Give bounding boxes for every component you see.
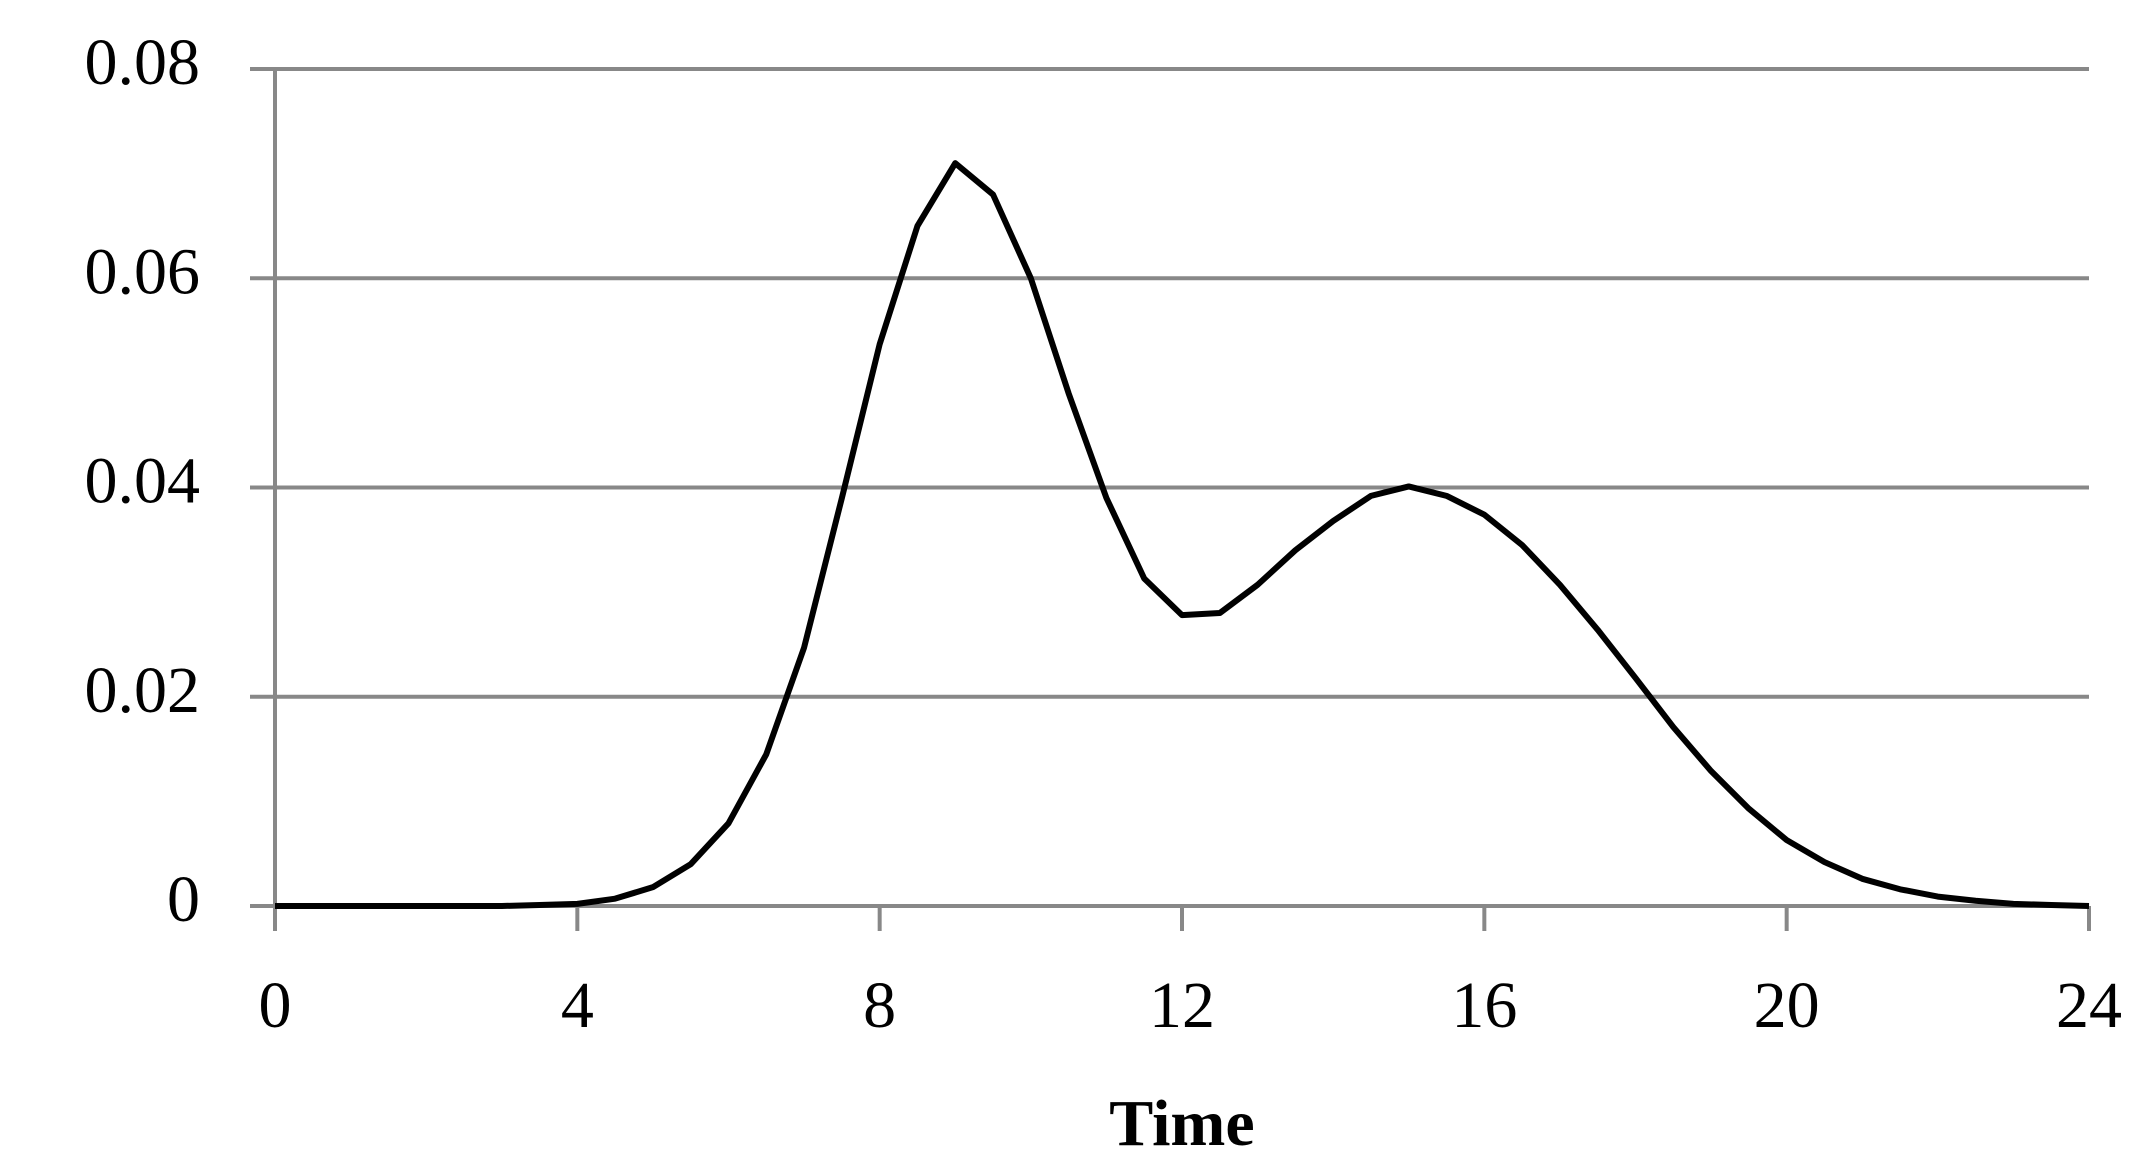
y-tick-label: 0.02 xyxy=(85,654,201,727)
y-tick-label: 0.04 xyxy=(85,445,201,518)
x-tick-label: 16 xyxy=(1451,969,1517,1042)
x-tick-label: 12 xyxy=(1149,969,1215,1042)
x-tick-label: 4 xyxy=(561,969,594,1042)
x-tick-label: 8 xyxy=(863,969,896,1042)
x-axis-title: Time xyxy=(1109,1087,1254,1160)
y-tick-label: 0 xyxy=(167,863,200,936)
x-tick-label: 20 xyxy=(1754,969,1820,1042)
x-tick-label: 0 xyxy=(259,969,292,1042)
y-tick-label: 0.08 xyxy=(85,26,201,99)
y-tick-label: 0.06 xyxy=(85,235,201,308)
data-line xyxy=(275,160,2090,909)
x-tick-label: 24 xyxy=(2056,969,2122,1042)
